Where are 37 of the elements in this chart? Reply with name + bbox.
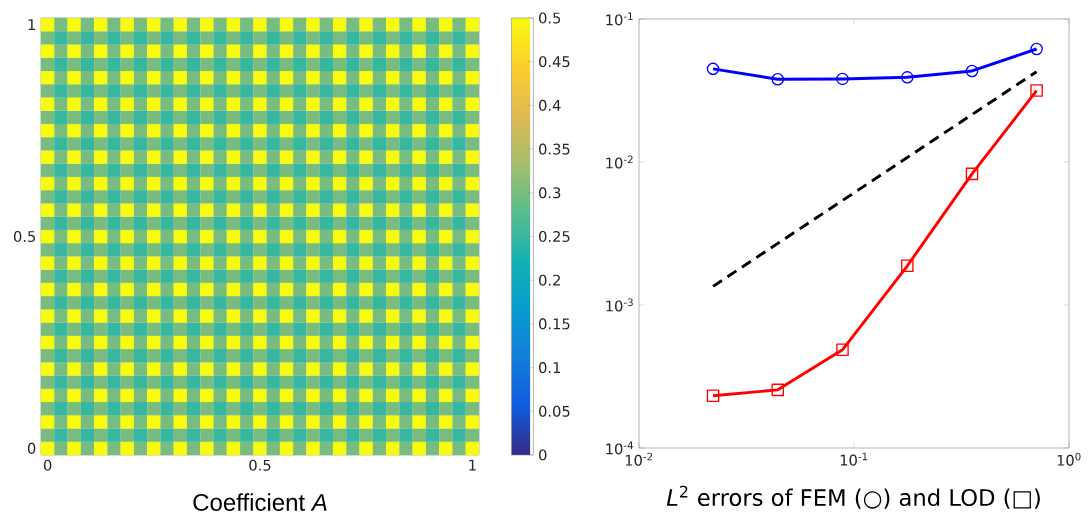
x-axis-title: Coefficient A: [193, 493, 327, 511]
y-tick-label: 0.5: [13, 230, 36, 243]
x-tick-label: 10$^{0}$: [1057, 452, 1081, 466]
point: [836, 343, 849, 357]
color-bar-label: 0.1: [539, 362, 561, 374]
color-bar-label: 0.45: [539, 56, 570, 68]
x-tick-label: 1: [469, 459, 476, 471]
color-bar-label: 0.15: [539, 318, 570, 330]
point: [965, 64, 979, 78]
point: [706, 62, 720, 76]
point: [771, 72, 785, 86]
point: [901, 259, 914, 273]
x-tick-label: 10$^{-2}$: [625, 452, 653, 466]
y-tick-label: 10$^{-3}$: [606, 298, 633, 312]
point: [771, 383, 785, 397]
point: [1030, 84, 1043, 97]
color-bar-label: 0.5: [539, 12, 561, 24]
point: [965, 167, 979, 181]
y-tick-label: 10$^{-4}$: [606, 441, 634, 455]
point: [1030, 42, 1043, 56]
color-bar-label: 0.25: [539, 230, 570, 243]
y-tick-label: 10$^{-1}$: [606, 12, 633, 26]
point: [706, 389, 720, 402]
color-bar-label: 0.4: [539, 99, 561, 111]
color-bar-label: 0.3: [539, 187, 561, 199]
y-tick-label: 10$^{-2}$: [606, 155, 633, 169]
point: [836, 72, 849, 86]
y-tick-label: 1: [28, 19, 35, 30]
color-bar-label: 0.35: [539, 143, 570, 155]
x-axis-title: L$^{2}$ errors of FEM (○) and LOD (□): [666, 485, 1040, 509]
x-tick-label: 0: [43, 459, 52, 471]
point: [901, 71, 914, 84]
color-bar-label: 0.05: [539, 405, 570, 417]
y-tick-label: 0: [27, 442, 36, 454]
x-tick-label: 0.5: [249, 459, 271, 471]
x-tick-label: 10$^{-1}$: [840, 452, 868, 466]
color-bar-label: 0.2: [539, 274, 560, 286]
